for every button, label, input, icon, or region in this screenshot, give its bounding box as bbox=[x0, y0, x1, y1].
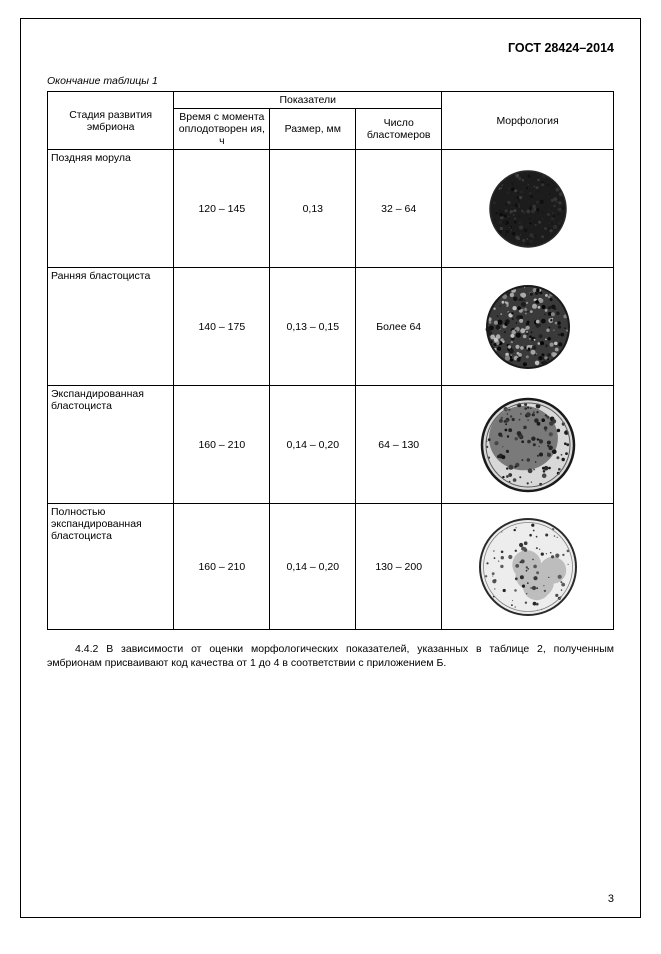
cell-time: 160 – 210 bbox=[174, 386, 270, 504]
table-row: Экспандированная бластоциста160 – 2100,1… bbox=[48, 386, 614, 504]
table-head: Стадия развития эмбриона Показатели Морф… bbox=[48, 92, 614, 150]
document-code: ГОСТ 28424–2014 bbox=[47, 41, 614, 55]
table-body: Поздняя морула120 – 1450,1332 – 64Ранняя… bbox=[48, 150, 614, 630]
cell-morphology bbox=[442, 386, 614, 504]
th-stage: Стадия развития эмбриона bbox=[48, 92, 174, 150]
cell-size: 0,14 – 0,20 bbox=[270, 504, 356, 630]
table-row: Поздняя морула120 – 1450,1332 – 64 bbox=[48, 150, 614, 268]
cell-morphology bbox=[442, 504, 614, 630]
cell-stage: Поздняя морула bbox=[48, 150, 174, 268]
cell-size: 0,14 – 0,20 bbox=[270, 386, 356, 504]
cell-time: 160 – 210 bbox=[174, 504, 270, 630]
th-morphology: Морфология bbox=[442, 92, 614, 150]
table-row: Ранняя бластоциста140 – 1750,13 – 0,15Бо… bbox=[48, 268, 614, 386]
morphology-cell-icon bbox=[474, 155, 582, 263]
body-paragraph: 4.4.2 В зависимости от оценки морфологич… bbox=[47, 642, 614, 670]
cell-time: 120 – 145 bbox=[174, 150, 270, 268]
th-blastomers: Число бластомеров bbox=[356, 109, 442, 150]
table-caption: Окончание таблицы 1 bbox=[47, 75, 614, 87]
page-frame: ГОСТ 28424–2014 Окончание таблицы 1 Стад… bbox=[20, 18, 641, 918]
cell-blastomers: Более 64 bbox=[356, 268, 442, 386]
cell-blastomers: 130 – 200 bbox=[356, 504, 442, 630]
morphology-cell-icon bbox=[473, 512, 583, 622]
cell-stage: Ранняя бластоциста bbox=[48, 268, 174, 386]
cell-size: 0,13 bbox=[270, 150, 356, 268]
cell-stage: Полностью экспандированная бластоциста bbox=[48, 504, 174, 630]
th-time: Время с момента оплодотворен ия, ч bbox=[174, 109, 270, 150]
cell-morphology bbox=[442, 150, 614, 268]
cell-stage: Экспандированная бластоциста bbox=[48, 386, 174, 504]
morphology-cell-icon bbox=[474, 273, 582, 381]
cell-time: 140 – 175 bbox=[174, 268, 270, 386]
table-header-row-1: Стадия развития эмбриона Показатели Морф… bbox=[48, 92, 614, 109]
cell-blastomers: 64 – 130 bbox=[356, 386, 442, 504]
cell-size: 0,13 – 0,15 bbox=[270, 268, 356, 386]
th-indicators: Показатели bbox=[174, 92, 442, 109]
morphology-cell-icon bbox=[474, 391, 582, 499]
table-row: Полностью экспандированная бластоциста16… bbox=[48, 504, 614, 630]
cell-morphology bbox=[442, 268, 614, 386]
th-size: Размер, мм bbox=[270, 109, 356, 150]
page-number: 3 bbox=[608, 893, 614, 905]
cell-blastomers: 32 – 64 bbox=[356, 150, 442, 268]
embryo-table: Стадия развития эмбриона Показатели Морф… bbox=[47, 91, 614, 630]
